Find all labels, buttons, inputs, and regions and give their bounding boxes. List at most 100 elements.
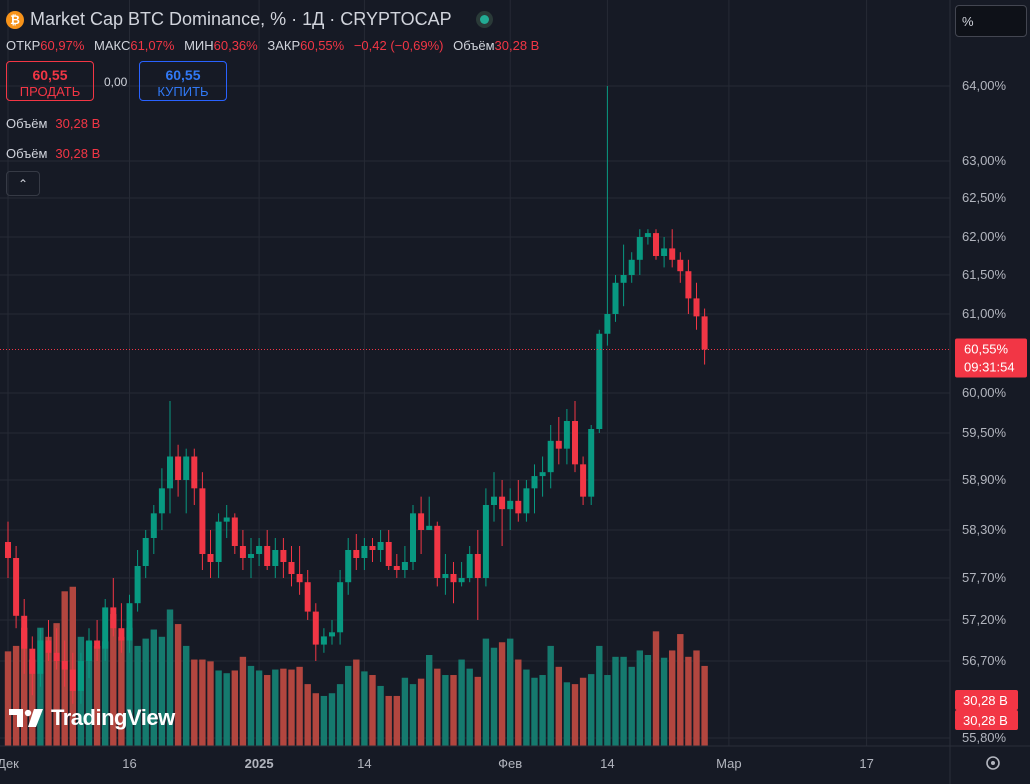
volume-bar <box>247 665 255 746</box>
volume-bar <box>547 645 554 746</box>
candle-body <box>312 611 319 645</box>
volume-bar <box>183 645 190 746</box>
candle-body <box>555 440 562 449</box>
candle-body <box>320 636 327 645</box>
candle-body <box>150 513 157 538</box>
indicator-label: Объём <box>6 146 48 161</box>
volume-bar <box>29 659 36 746</box>
volume-bar <box>158 636 166 746</box>
candle-body <box>53 652 60 661</box>
volume-bar <box>507 638 514 746</box>
tradingview-logo[interactable]: TradingView <box>7 705 175 731</box>
candle-body <box>215 521 222 562</box>
sell-label: ПРОДАТЬ <box>19 84 81 99</box>
volume-bar <box>280 668 287 746</box>
volume-label: Объём <box>453 38 495 53</box>
price-tick-label: 55,80% <box>962 730 1007 745</box>
volume-bar <box>369 675 376 746</box>
collapse-legend-button[interactable]: ⌃ <box>6 171 40 196</box>
candle-body <box>110 607 117 629</box>
volume-bar <box>345 665 352 746</box>
candle-body <box>677 259 684 272</box>
volume-bar <box>264 675 271 746</box>
bitcoin-icon: ₿ <box>6 10 24 29</box>
volume-bar <box>474 676 481 746</box>
candle-body <box>636 237 643 260</box>
time-tick-label: Дек <box>0 756 19 771</box>
candle-body <box>272 550 279 566</box>
price-tick-label: 58,30% <box>962 522 1007 537</box>
candle-body <box>393 566 400 570</box>
candle-body <box>45 640 52 653</box>
volume-bar <box>417 678 425 746</box>
buy-price: 60,55 <box>165 67 201 83</box>
volume-badge <box>955 690 1018 710</box>
candle-body <box>515 500 522 514</box>
candle-body <box>507 500 514 510</box>
volume-bar <box>53 623 60 746</box>
candle-body <box>669 248 676 260</box>
buy-button[interactable]: 60,55 КУПИТЬ <box>139 61 227 101</box>
indicator-value: 30,28 B <box>55 116 101 131</box>
candle-body <box>167 456 173 489</box>
time-tick-label: 2025 <box>245 756 274 771</box>
volume-bar <box>490 647 498 746</box>
volume-bar <box>118 636 125 746</box>
candle-body <box>256 546 263 554</box>
candle-body <box>288 562 295 574</box>
volume-bar <box>515 659 522 746</box>
candle-body <box>231 517 238 546</box>
price-tick-label: 59,50% <box>962 425 1007 440</box>
candlesticks <box>5 86 708 704</box>
time-axis[interactable]: Дек 16 2025 14 Фев 14 Мар 17 <box>0 756 874 771</box>
volume-bar <box>385 695 392 746</box>
candle-body <box>102 607 109 649</box>
volume-bar <box>693 650 700 746</box>
volume-bar <box>701 665 708 746</box>
candle-body <box>385 542 392 566</box>
low-label: МИН <box>184 38 214 53</box>
candle-body <box>377 542 384 550</box>
sell-price: 60,55 <box>32 67 68 83</box>
spread-value: 0,00 <box>104 75 128 89</box>
market-status-icon[interactable] <box>475 11 493 28</box>
price-tick-label: 58,90% <box>962 472 1007 487</box>
volume-bar <box>563 682 571 746</box>
volume-bar <box>45 636 52 746</box>
high-value: 61,07% <box>130 38 175 53</box>
volume-bar <box>604 675 611 746</box>
price-axis[interactable]: 64,00% 63,00% 62,50% 62,00% 61,50% 61,00% 60,0… <box>962 78 1007 745</box>
candle-body <box>644 233 651 237</box>
candle-body <box>329 632 335 637</box>
candle-body <box>531 476 538 489</box>
volume-bar <box>409 684 417 746</box>
volume-bar <box>304 684 311 746</box>
unit-selector[interactable]: % <box>955 5 1027 37</box>
sell-button[interactable]: 60,55 ПРОДАТЬ <box>6 61 94 101</box>
candle-body <box>142 538 149 566</box>
indicator-volume-2[interactable]: Объём 30,28 B <box>6 146 100 161</box>
candle-body <box>450 574 457 583</box>
candle-body <box>580 464 587 497</box>
price-tick-label: 56,70% <box>962 653 1007 668</box>
symbol-title[interactable]: Market Cap BTC Dominance, % · 1Д · CRYPT… <box>30 9 452 29</box>
candle-body <box>418 513 425 530</box>
volume-bar <box>150 629 157 746</box>
candle-body <box>223 517 230 522</box>
volume-bar <box>571 684 579 746</box>
volume-bar <box>353 659 360 746</box>
volume-bar <box>239 656 247 746</box>
volume-bar <box>458 659 465 746</box>
candle-body <box>126 603 133 641</box>
close-label: ЗАКР <box>267 38 301 53</box>
time-tick-label: Мар <box>716 756 741 771</box>
candle-body <box>239 546 246 558</box>
settings-gear-icon[interactable] <box>986 756 1000 770</box>
volume-bar <box>102 641 109 746</box>
indicator-volume-1[interactable]: Объём 30,28 B <box>6 116 100 131</box>
volume-bar <box>37 627 44 746</box>
close-value: 60,55% <box>300 38 345 53</box>
price-tick-label: 62,50% <box>962 190 1007 205</box>
candle-body <box>118 628 125 641</box>
